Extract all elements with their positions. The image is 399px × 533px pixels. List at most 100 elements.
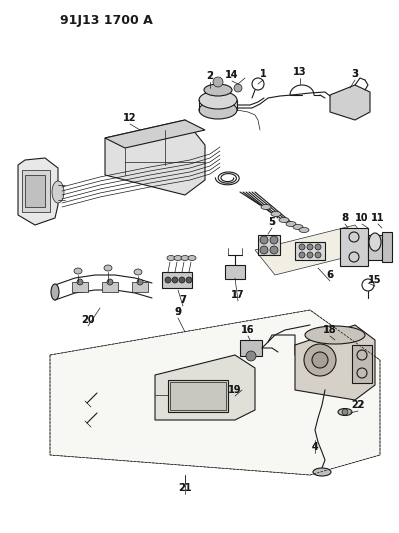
Ellipse shape [338,408,352,416]
Text: 2: 2 [207,71,213,81]
Text: 17: 17 [231,290,245,300]
Text: 12: 12 [123,113,137,123]
Text: 14: 14 [225,70,239,80]
Circle shape [137,279,143,285]
Text: 10: 10 [355,213,369,223]
Text: 6: 6 [327,270,333,280]
Text: 21: 21 [179,483,191,493]
Polygon shape [155,355,255,420]
Bar [258,235,280,255]
Text: 4: 4 [312,442,318,452]
Text: 9: 9 [175,307,181,317]
Circle shape [299,244,305,250]
Ellipse shape [305,326,365,344]
Text: 5: 5 [269,217,275,227]
Bar [170,382,226,410]
Bar [340,228,368,266]
Polygon shape [18,158,58,225]
Ellipse shape [286,222,296,227]
Ellipse shape [199,101,237,119]
Ellipse shape [271,212,281,216]
Text: 21: 21 [178,483,192,493]
Text: 10: 10 [356,213,368,223]
Ellipse shape [369,233,381,251]
Bar [240,340,262,356]
Text: 91J13 1700 A: 91J13 1700 A [60,14,153,27]
Text: 19: 19 [228,385,242,395]
Bar [225,265,245,279]
Ellipse shape [51,284,59,300]
Bar [72,282,88,292]
Bar [352,345,372,383]
Text: 11: 11 [371,213,385,223]
Bar [132,282,148,292]
Text: 16: 16 [241,325,255,335]
Text: 4: 4 [312,442,318,452]
Ellipse shape [204,84,232,96]
Polygon shape [295,325,375,400]
Polygon shape [50,310,380,475]
Text: 18: 18 [324,325,336,335]
Circle shape [186,277,192,283]
Text: 8: 8 [342,213,348,223]
Text: 6: 6 [327,270,334,280]
Ellipse shape [279,217,289,222]
Ellipse shape [104,265,112,271]
Ellipse shape [52,181,64,203]
Text: 13: 13 [293,67,307,77]
Polygon shape [105,120,205,195]
Text: 12: 12 [124,113,136,123]
Text: 9: 9 [175,307,182,317]
Circle shape [315,252,321,258]
Circle shape [179,277,185,283]
Circle shape [299,252,305,258]
Circle shape [270,246,278,254]
Ellipse shape [174,255,182,261]
Ellipse shape [261,205,271,209]
Bar [25,175,45,207]
Ellipse shape [74,268,82,274]
Text: 14: 14 [226,70,238,80]
Text: 7: 7 [180,295,186,305]
Text: 13: 13 [294,67,306,77]
Text: 1: 1 [260,69,266,79]
Ellipse shape [313,468,331,476]
Text: 5: 5 [269,217,275,227]
Text: 18: 18 [323,325,337,335]
Ellipse shape [293,224,303,230]
Bar [162,272,192,288]
Text: 11: 11 [372,213,384,223]
Ellipse shape [134,269,142,275]
Ellipse shape [199,91,237,109]
Text: 19: 19 [229,385,241,395]
Bar [382,232,392,262]
Text: 22: 22 [351,400,365,410]
Circle shape [307,252,313,258]
Bar [102,282,118,292]
Circle shape [260,236,268,244]
Circle shape [107,279,113,285]
Ellipse shape [167,255,175,261]
Circle shape [165,277,171,283]
Text: 15: 15 [368,275,382,285]
Circle shape [260,246,268,254]
Polygon shape [255,225,375,275]
Text: 3: 3 [352,69,358,79]
Ellipse shape [299,228,309,232]
Circle shape [307,244,313,250]
Circle shape [246,351,256,361]
Polygon shape [105,120,205,148]
Polygon shape [330,85,370,120]
Text: 20: 20 [81,315,95,325]
Text: 1: 1 [260,69,267,79]
Text: 20: 20 [82,315,94,325]
Circle shape [270,236,278,244]
Bar [22,170,50,212]
Text: 16: 16 [242,325,254,335]
Text: 8: 8 [342,213,348,223]
Bar [168,380,228,412]
Circle shape [315,244,321,250]
Text: 3: 3 [352,69,358,79]
Bar [295,242,325,260]
Text: 22: 22 [352,400,364,410]
